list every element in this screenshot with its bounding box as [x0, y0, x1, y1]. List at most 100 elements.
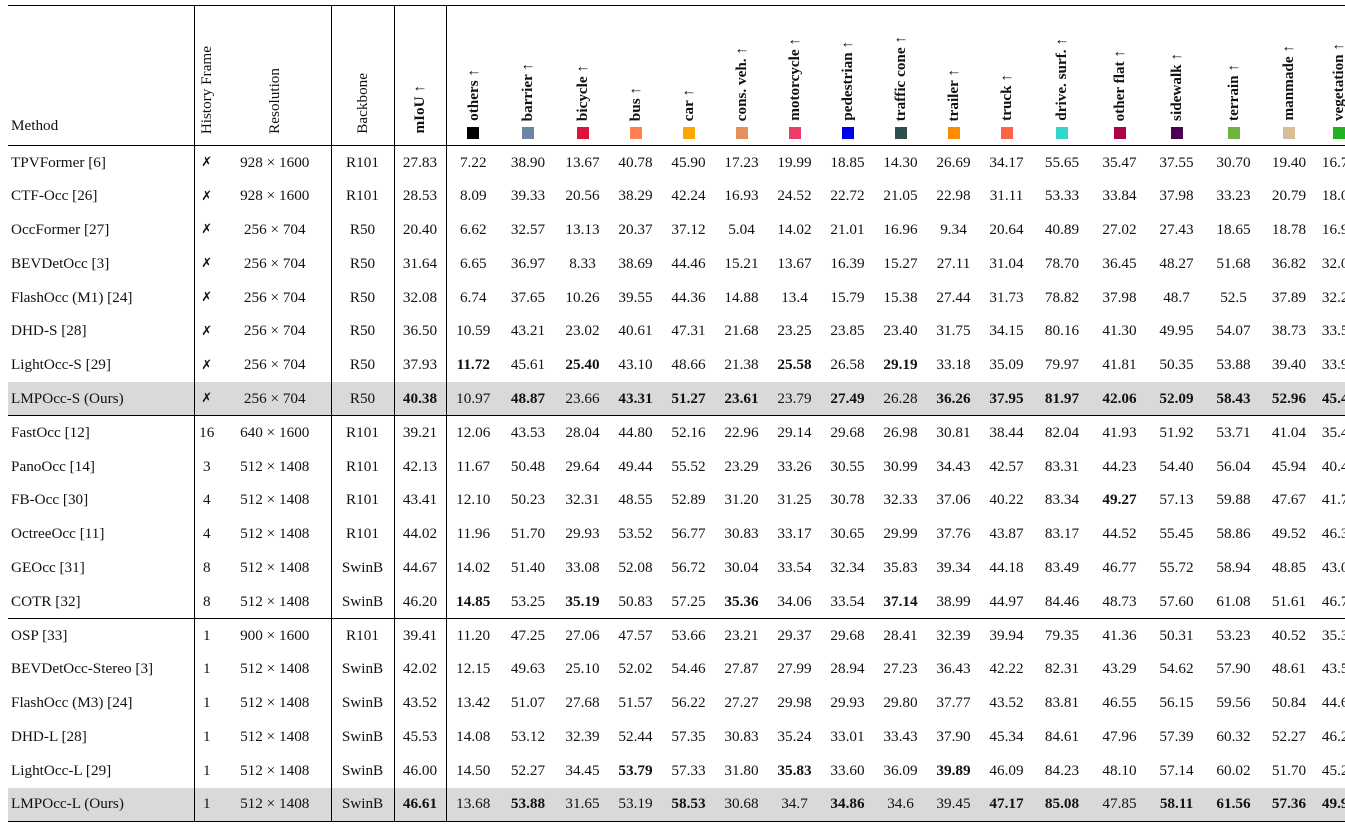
category-value-cell: 10.59	[456, 322, 491, 340]
history-frame-cell: ✗	[193, 280, 219, 315]
category-value-cell: 41.81	[1102, 356, 1137, 374]
resolution-cell: 928 × 1600	[240, 187, 310, 205]
category-value-cell: 34.17	[989, 153, 1024, 171]
category-value-cell: 55.65	[1044, 153, 1080, 171]
category-value-cell: 6.74	[459, 288, 487, 306]
category-value-cell: 17.23	[724, 153, 759, 171]
category-value-cell: 33.84	[1102, 187, 1137, 205]
category-value-cell: 84.46	[1044, 592, 1080, 610]
category-label: car ↑	[679, 88, 697, 121]
category-value-cell: 26.28	[874, 382, 927, 416]
category-value-cell: 31.25	[777, 491, 812, 509]
category-value-cell: 55.45	[1159, 525, 1194, 543]
header-backbone-label: Backbone	[353, 73, 371, 134]
backbone-cell: R101	[330, 179, 394, 214]
category-value-cell: 41.76	[1321, 491, 1345, 509]
category-value-cell: 55.72	[1159, 558, 1194, 576]
category-value-cell: 53.71	[1205, 415, 1262, 450]
header-category: pedestrian ↑	[821, 5, 874, 146]
category-value-cell: 16.96	[883, 220, 918, 238]
category-value-cell: 14.02	[777, 220, 812, 238]
category-value-cell: 15.38	[883, 288, 918, 306]
category-value-cell: 35.24	[777, 727, 812, 745]
category-value-cell: 22.96	[715, 415, 768, 450]
backbone-cell: SwinB	[330, 753, 394, 788]
category-value-cell: 35.09	[989, 356, 1024, 374]
category-value-cell: 29.37	[768, 618, 821, 653]
category-value-cell: 29.98	[777, 694, 812, 712]
resolution-cell: 512 × 1408	[240, 660, 310, 678]
category-value-cell: 42.06	[1091, 382, 1148, 416]
category-value-cell: 52.44	[618, 727, 653, 745]
miou-cell: 20.40	[393, 213, 447, 247]
category-value-cell: 51.68	[1216, 254, 1251, 272]
category-value-cell: 47.57	[609, 618, 662, 653]
category-value-cell: 39.89	[936, 761, 971, 779]
category-value-cell: 60.02	[1216, 761, 1251, 779]
header-category: sidewalk ↑	[1148, 5, 1205, 146]
category-label: barrier ↑	[519, 62, 537, 121]
category-value-cell: 19.40	[1271, 153, 1307, 171]
category-value-cell: 83.17	[1044, 525, 1080, 543]
category-value-cell: 33.54	[830, 592, 865, 610]
category-color-swatch	[894, 127, 907, 139]
header-category-cell: traffic cone ↑	[874, 36, 927, 139]
category-value-cell: 34.15	[989, 322, 1024, 340]
header-category-cell: vegetation ↑	[1316, 43, 1345, 139]
method-cell: DHD-S [28]	[11, 322, 87, 340]
category-color-swatch	[1170, 127, 1183, 139]
category-value-cell: 34.06	[777, 592, 812, 610]
category-value-cell: 14.08	[456, 727, 491, 745]
resolution-cell: 512 × 1408	[240, 727, 310, 745]
resolution-cell: 256 × 704	[243, 322, 306, 340]
category-value-cell: 43.21	[510, 322, 546, 340]
category-value-cell: 56.22	[671, 694, 706, 712]
category-value-cell: 11.67	[456, 457, 491, 475]
category-value-cell: 35.83	[777, 761, 812, 779]
backbone-cell: SwinB	[330, 686, 394, 721]
category-value-cell: 45.23	[1321, 761, 1345, 779]
category-value-cell: 56.72	[671, 558, 706, 576]
header-miou: mIoU ↑	[393, 5, 447, 146]
miou-cell: 36.50	[393, 314, 447, 349]
table-row: OSP [33] 1 900 × 1600 R101 39.41 11.20 47.25 27…	[8, 618, 1345, 653]
category-color-swatch	[576, 127, 589, 139]
method-cell: FB-Occ [30]	[11, 491, 89, 509]
category-value-cell: 23.02	[565, 322, 600, 340]
table-row: GEOcc [31] 8 512 × 1408 SwinB 44.67 14.02 51.4…	[8, 551, 1345, 585]
header-backbone: Backbone	[330, 5, 394, 146]
backbone-cell: SwinB	[330, 720, 394, 754]
miou-cell: 39.41	[393, 618, 447, 653]
category-value-cell: 36.45	[1102, 254, 1137, 272]
category-value-cell: 22.72	[830, 187, 865, 205]
table-row: BEVDetOcc [3] ✗ 256 × 704 R50 31.64 6.65 36.97…	[8, 246, 1345, 281]
table-row: OctreeOcc [11] 4 512 × 1408 R101 44.02 11.96 5…	[8, 517, 1345, 552]
category-color-swatch	[522, 127, 534, 139]
category-value-cell: 33.43	[883, 727, 918, 745]
header-category: other flat ↑	[1091, 5, 1148, 146]
category-value-cell: 39.45	[927, 787, 980, 822]
category-value-cell: 46.09	[989, 761, 1024, 779]
category-color-swatch	[629, 127, 642, 139]
category-value-cell: 31.75	[936, 322, 971, 340]
category-value-cell: 58.43	[1205, 382, 1262, 416]
category-value-cell: 51.70	[510, 525, 546, 543]
resolution-cell: 512 × 1408	[240, 525, 310, 543]
category-value-cell: 33.54	[777, 558, 812, 576]
category-value-cell: 53.52	[618, 525, 653, 543]
resolution-cell: 928 × 1600	[240, 153, 310, 171]
category-value-cell: 37.14	[883, 592, 918, 610]
category-value-cell: 32.57	[510, 220, 546, 238]
category-value-cell: 8.33	[569, 254, 596, 272]
category-color-swatch	[841, 127, 854, 139]
resolution-cell: 512 × 1408	[240, 761, 310, 779]
category-value-cell: 48.7	[1163, 288, 1190, 306]
category-value-cell: 29.68	[821, 415, 874, 450]
category-value-cell: 52.02	[618, 660, 653, 678]
category-value-cell: 14.88	[724, 288, 759, 306]
category-value-cell: 18.78	[1271, 220, 1307, 238]
category-value-cell: 30.81	[927, 415, 980, 450]
header-category-cell: sidewalk ↑	[1148, 53, 1205, 139]
category-value-cell: 25.40	[565, 356, 600, 374]
category-value-cell: 37.65	[510, 288, 546, 306]
